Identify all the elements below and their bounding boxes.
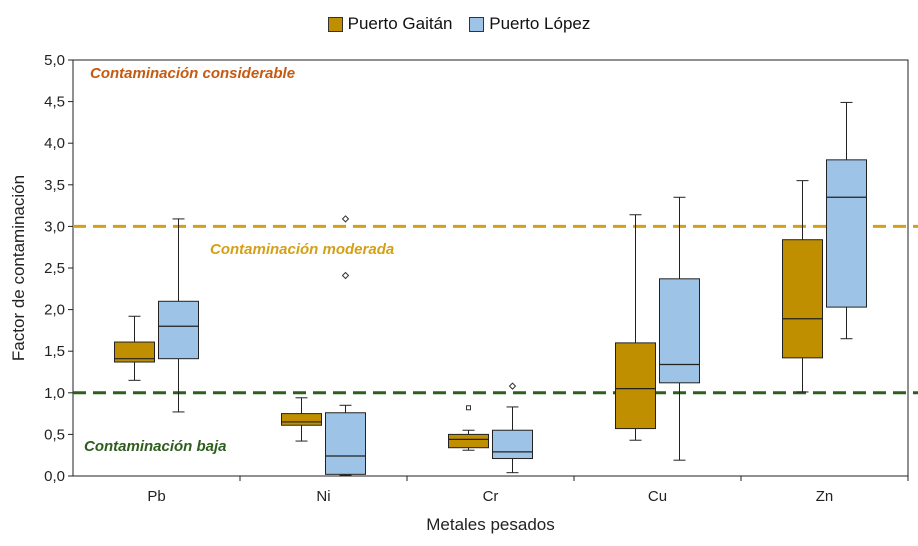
y-tick-label: 3,5 bbox=[44, 177, 65, 194]
x-axis-label: Metales pesados bbox=[426, 515, 555, 534]
x-tick-label-cr: Cr bbox=[483, 488, 499, 505]
y-tick-label: 4,0 bbox=[44, 135, 65, 152]
y-axis-label: Factor de contaminación bbox=[9, 175, 28, 361]
legend-label-puerto-lopez: Puerto López bbox=[489, 14, 591, 33]
outlier-puerto-lopez-cr-0 bbox=[508, 382, 517, 390]
outlier-puerto-lopez-ni-1 bbox=[341, 271, 350, 280]
box-puerto-gaitan-cr bbox=[448, 433, 489, 449]
box-puerto-gaitan-cu bbox=[615, 342, 656, 430]
y-tick-label: 2,0 bbox=[44, 302, 65, 319]
legend-swatch-puerto-gaitan bbox=[327, 16, 343, 32]
box-puerto-lopez-zn bbox=[826, 159, 867, 308]
chart-legend: Puerto Gaitán Puerto López bbox=[0, 14, 918, 37]
y-tick-label: 1,0 bbox=[44, 385, 65, 402]
box-puerto-gaitan-pb bbox=[114, 341, 155, 363]
outlier-puerto-gaitan-cr-0 bbox=[466, 405, 471, 411]
legend-swatch-puerto-lopez bbox=[469, 16, 485, 32]
y-tick-label: 1,5 bbox=[44, 343, 65, 360]
box-puerto-gaitan-zn bbox=[782, 239, 823, 359]
x-tick-label-ni: Ni bbox=[316, 488, 330, 505]
y-tick-label: 0,5 bbox=[44, 426, 65, 443]
legend-item-puerto-lopez: Puerto López bbox=[469, 14, 590, 34]
annotation-moderada: Contaminación moderada bbox=[210, 241, 394, 258]
x-tick-label-zn: Zn bbox=[816, 488, 834, 505]
y-tick-label: 4,5 bbox=[44, 94, 65, 111]
box-puerto-lopez-pb bbox=[158, 300, 199, 360]
annotation-considerable: Contaminación considerable bbox=[90, 65, 295, 82]
box-puerto-lopez-ni bbox=[325, 412, 366, 475]
annotation-baja: Contaminación baja bbox=[84, 438, 227, 455]
legend-item-puerto-gaitan: Puerto Gaitán bbox=[327, 14, 453, 34]
legend-label-puerto-gaitan: Puerto Gaitán bbox=[347, 14, 453, 33]
y-tick-label: 0,0 bbox=[44, 468, 65, 485]
x-tick-label-pb: Pb bbox=[147, 488, 165, 505]
y-tick-label: 3,0 bbox=[44, 218, 65, 235]
box-puerto-lopez-cu bbox=[659, 278, 700, 384]
outlier-puerto-lopez-ni-0 bbox=[341, 215, 350, 223]
y-tick-label: 5,0 bbox=[44, 52, 65, 69]
box-puerto-gaitan-ni bbox=[281, 413, 322, 426]
y-tick-label: 2,5 bbox=[44, 260, 65, 277]
box-puerto-lopez-cr bbox=[492, 429, 533, 460]
x-tick-label-cu: Cu bbox=[648, 488, 667, 505]
